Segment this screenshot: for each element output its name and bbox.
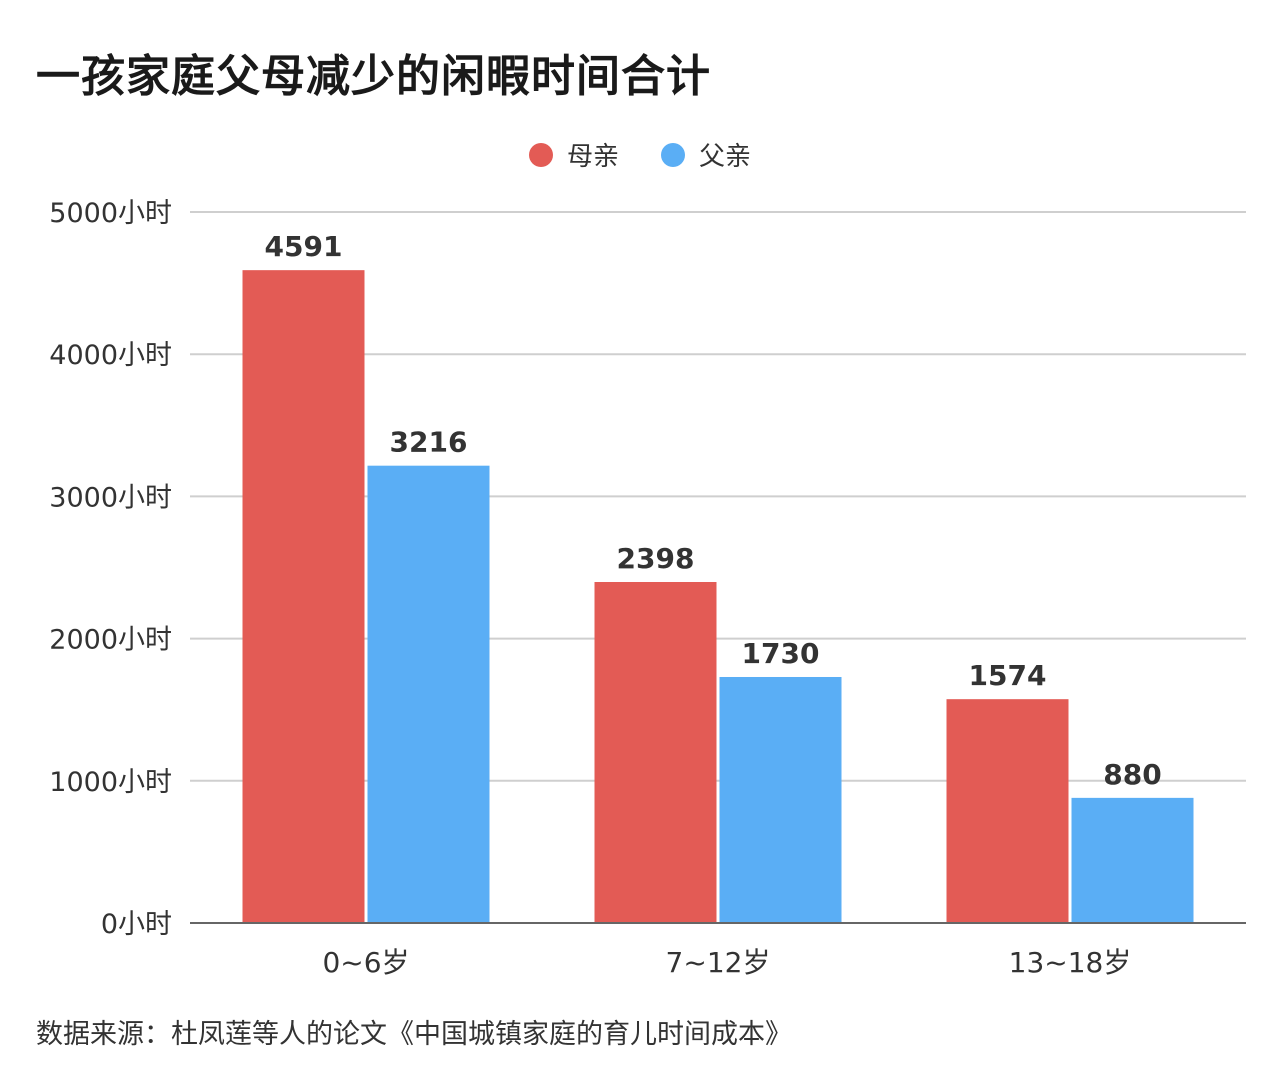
legend-swatch-father — [661, 142, 685, 167]
bar-father — [1071, 797, 1194, 923]
bar-father — [367, 465, 490, 923]
data-label: 880 — [1103, 758, 1161, 791]
bar-mother — [594, 582, 717, 923]
legend-label-father: 父亲 — [699, 142, 752, 172]
bar-mother — [242, 270, 365, 923]
x-tick-label: 0~6岁 — [322, 946, 409, 979]
data-label: 4591 — [265, 230, 343, 263]
bar-chart: 0小时 1000小时 2000小时 3000小时 4000小时 5000小时 4591 321… — [49, 198, 1246, 979]
y-tick-label: 0小时 — [101, 909, 172, 940]
bar-father — [719, 676, 842, 923]
y-tick-label: 3000小时 — [49, 482, 172, 513]
legend-label-mother: 母亲 — [566, 142, 619, 172]
x-tick-label: 7~12岁 — [666, 946, 771, 979]
y-tick-label: 4000小时 — [49, 340, 172, 371]
legend: 母亲 父亲 — [0, 136, 1280, 173]
chart-title: 一孩家庭父母减少的闲暇时间合计 — [36, 51, 711, 102]
x-tick-label: 13~18岁 — [1009, 946, 1132, 979]
data-label: 3216 — [390, 426, 468, 459]
bar-mother — [946, 699, 1069, 923]
legend-item-father: 父亲 — [661, 136, 751, 173]
y-tick-label: 5000小时 — [49, 198, 172, 229]
data-label: 1574 — [969, 659, 1047, 692]
legend-swatch-mother — [528, 142, 553, 167]
source-note: 数据来源：杜凤莲等人的论文《中国城镇家庭的育儿时间成本》 — [36, 1019, 792, 1050]
y-tick-label: 2000小时 — [49, 625, 172, 656]
data-label: 1730 — [742, 637, 820, 670]
data-label: 2398 — [617, 542, 695, 575]
y-tick-label: 1000小时 — [49, 767, 172, 798]
legend-item-mother: 母亲 — [528, 136, 619, 173]
